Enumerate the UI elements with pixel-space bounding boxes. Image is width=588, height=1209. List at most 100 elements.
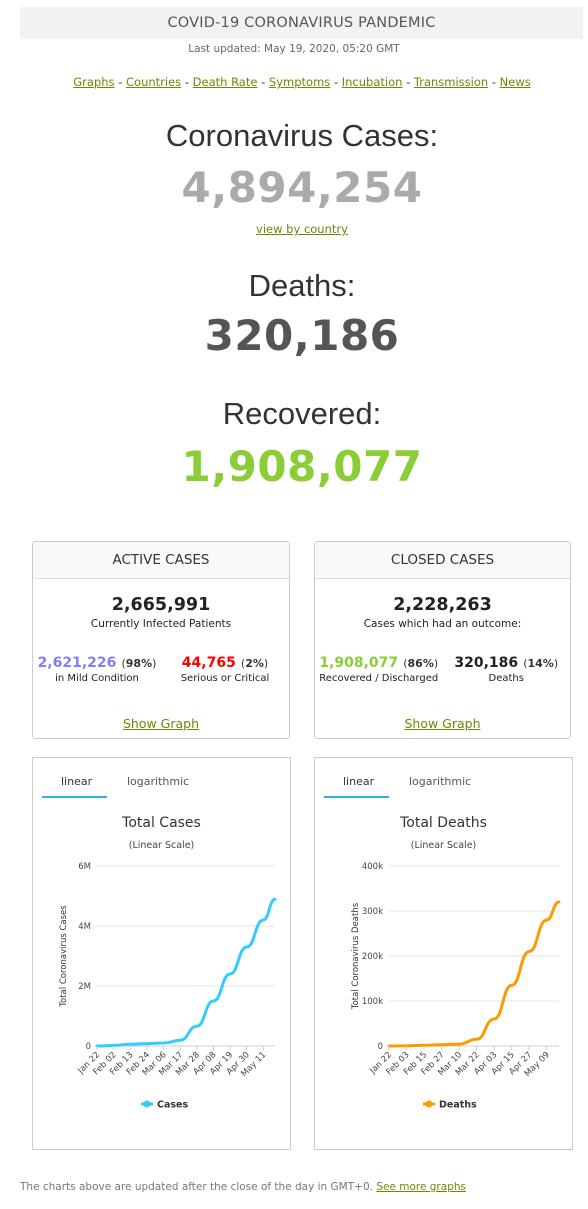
legend-marker xyxy=(143,1100,151,1108)
serious-block: 44,765 (2%) Serious or Critical xyxy=(161,652,289,684)
mild-value: 2,621,226 xyxy=(37,655,117,671)
data-point xyxy=(475,1038,478,1041)
page-banner: COVID-19 CORONAVIRUS PANDEMIC xyxy=(20,7,583,39)
cases-count: 4,894,254 xyxy=(181,163,423,212)
serious-pct: 2% xyxy=(245,657,264,670)
closed-total: 2,228,263 xyxy=(393,595,492,615)
nav-separator: - xyxy=(261,75,266,89)
nav-separator: - xyxy=(406,75,411,89)
see-more-graphs-link[interactable]: See more graphs xyxy=(376,1181,466,1193)
nav-link-news[interactable]: News xyxy=(499,75,531,89)
data-point xyxy=(528,950,531,953)
closed-deaths-value: 320,186 xyxy=(454,655,519,671)
data-point xyxy=(273,898,277,901)
chart-title: Total Cases xyxy=(122,815,201,831)
y-tick-label: 300k xyxy=(362,907,383,917)
chart-subtitle: (Linear Scale) xyxy=(410,840,477,851)
y-axis-label: Total Coronavirus Deaths xyxy=(351,902,361,1010)
recovered-pct: 86% xyxy=(407,657,434,670)
deaths-chart-card: linear logarithmic Total Deaths (Linear … xyxy=(314,757,573,1150)
view-by-country-link[interactable]: view by country xyxy=(256,222,348,236)
nav-link-incubation[interactable]: Incubation xyxy=(341,75,403,89)
y-tick-label: 0 xyxy=(86,1042,91,1052)
mild-label: in Mild Condition xyxy=(55,673,139,684)
view-by-country: view by country xyxy=(0,222,588,236)
closed-recovered-value: 1,908,077 xyxy=(319,655,399,671)
active-show-graph-link[interactable]: Show Graph xyxy=(122,716,200,731)
series-line xyxy=(387,900,561,1048)
y-tick-label: 200k xyxy=(362,952,383,962)
data-point xyxy=(440,1043,443,1046)
nav-link-transmission[interactable]: Transmission xyxy=(413,75,489,89)
legend-marker xyxy=(425,1100,433,1108)
tab-linear[interactable]: linear xyxy=(61,775,93,788)
data-point xyxy=(262,918,265,922)
serious-label: Serious or Critical xyxy=(180,673,270,684)
y-tick-label: 2M xyxy=(78,982,91,992)
cases-heading: Coronavirus Cases: xyxy=(165,118,439,153)
last-updated: Last updated: May 19, 2020, 05:20 GMT xyxy=(188,43,400,55)
legend-label: Cases xyxy=(157,1100,188,1111)
data-point xyxy=(457,1042,461,1046)
footer: The charts above are updated after the c… xyxy=(20,1181,466,1193)
data-point xyxy=(228,972,232,976)
recovered-block: 1,908,077 (86%) Recovered / Discharged xyxy=(315,652,443,684)
y-tick-label: 6M xyxy=(78,862,91,872)
data-point xyxy=(145,1042,149,1045)
deaths-heading: Deaths: xyxy=(248,268,356,303)
nav-link-graphs[interactable]: Graphs xyxy=(73,75,115,89)
deaths-pct: 14% xyxy=(527,657,554,670)
nav-link-symptoms[interactable]: Symptoms xyxy=(268,75,331,89)
tab-linear[interactable]: linear xyxy=(343,775,375,788)
active-total-label: Currently Infected Patients xyxy=(90,618,232,630)
data-point xyxy=(162,1041,165,1045)
mild-pct-wrap: (98%) xyxy=(121,657,157,670)
show-graph-wrap: Show Graph xyxy=(33,716,289,731)
legend-label: Deaths xyxy=(439,1100,477,1111)
closed-deaths-block: 320,186 (14%) Deaths xyxy=(443,652,571,684)
nav-link-countries[interactable]: Countries xyxy=(126,75,182,89)
footer-text: The charts above are updated after the c… xyxy=(20,1181,373,1193)
active-total: 2,665,991 xyxy=(111,595,211,615)
data-point xyxy=(245,945,248,949)
nav-link-death-rate[interactable]: Death Rate xyxy=(192,75,258,89)
deaths-chart: 0 100k 200k 300k 400k Total Coronavirus Death… xyxy=(351,862,561,1111)
top-nav: Graphs - Countries - Death Rate - Sympto… xyxy=(0,75,588,89)
nav-separator: - xyxy=(491,75,496,89)
data-point xyxy=(422,1044,426,1047)
y-axis-label: Total Coronavirus Cases xyxy=(59,905,69,1008)
active-cases-title: ACTIVE CASES xyxy=(33,542,289,579)
data-point xyxy=(178,1039,182,1042)
tab-logarithmic[interactable]: logarithmic xyxy=(127,775,190,788)
data-point xyxy=(405,1044,408,1048)
show-graph-wrap: Show Graph xyxy=(315,716,570,731)
cases-chart-card: linear logarithmic Total Cases (Linear S… xyxy=(32,757,291,1150)
chart-subtitle: (Linear Scale) xyxy=(128,840,195,851)
data-point xyxy=(212,999,215,1003)
tab-logarithmic[interactable]: logarithmic xyxy=(409,775,472,788)
deaths-chart-tabs: linear logarithmic xyxy=(315,772,572,798)
data-point xyxy=(557,900,561,904)
data-point xyxy=(129,1043,132,1046)
data-point xyxy=(510,984,513,987)
mild-pct: 98% xyxy=(125,657,153,670)
closed-cases-card: CLOSED CASES 2,228,263 Cases which had a… xyxy=(314,541,571,739)
data-point xyxy=(112,1044,115,1047)
y-tick-label: 100k xyxy=(362,997,383,1007)
deaths-count: 320,186 xyxy=(204,311,400,360)
data-point xyxy=(492,1017,496,1021)
closed-show-graph-link[interactable]: Show Graph xyxy=(404,716,481,731)
chart-title: Total Deaths xyxy=(400,815,487,831)
cases-chart-tabs: linear logarithmic xyxy=(33,772,290,798)
nav-separator: - xyxy=(333,75,339,89)
data-point xyxy=(195,1025,199,1028)
deaths-pct-wrap: (14%) xyxy=(523,657,559,670)
active-cases-card: ACTIVE CASES 2,665,991 Currently Infecte… xyxy=(32,541,290,739)
y-tick-label: 400k xyxy=(362,862,383,872)
mild-block: 2,621,226 (98%) in Mild Condition xyxy=(33,652,161,684)
recovered-count: 1,908,077 xyxy=(181,442,423,491)
nav-separator: - xyxy=(184,75,189,89)
serious-pct-wrap: (2%) xyxy=(240,657,269,670)
recovered-pct-wrap: (86%) xyxy=(403,657,439,670)
nav-separator: - xyxy=(118,75,123,89)
